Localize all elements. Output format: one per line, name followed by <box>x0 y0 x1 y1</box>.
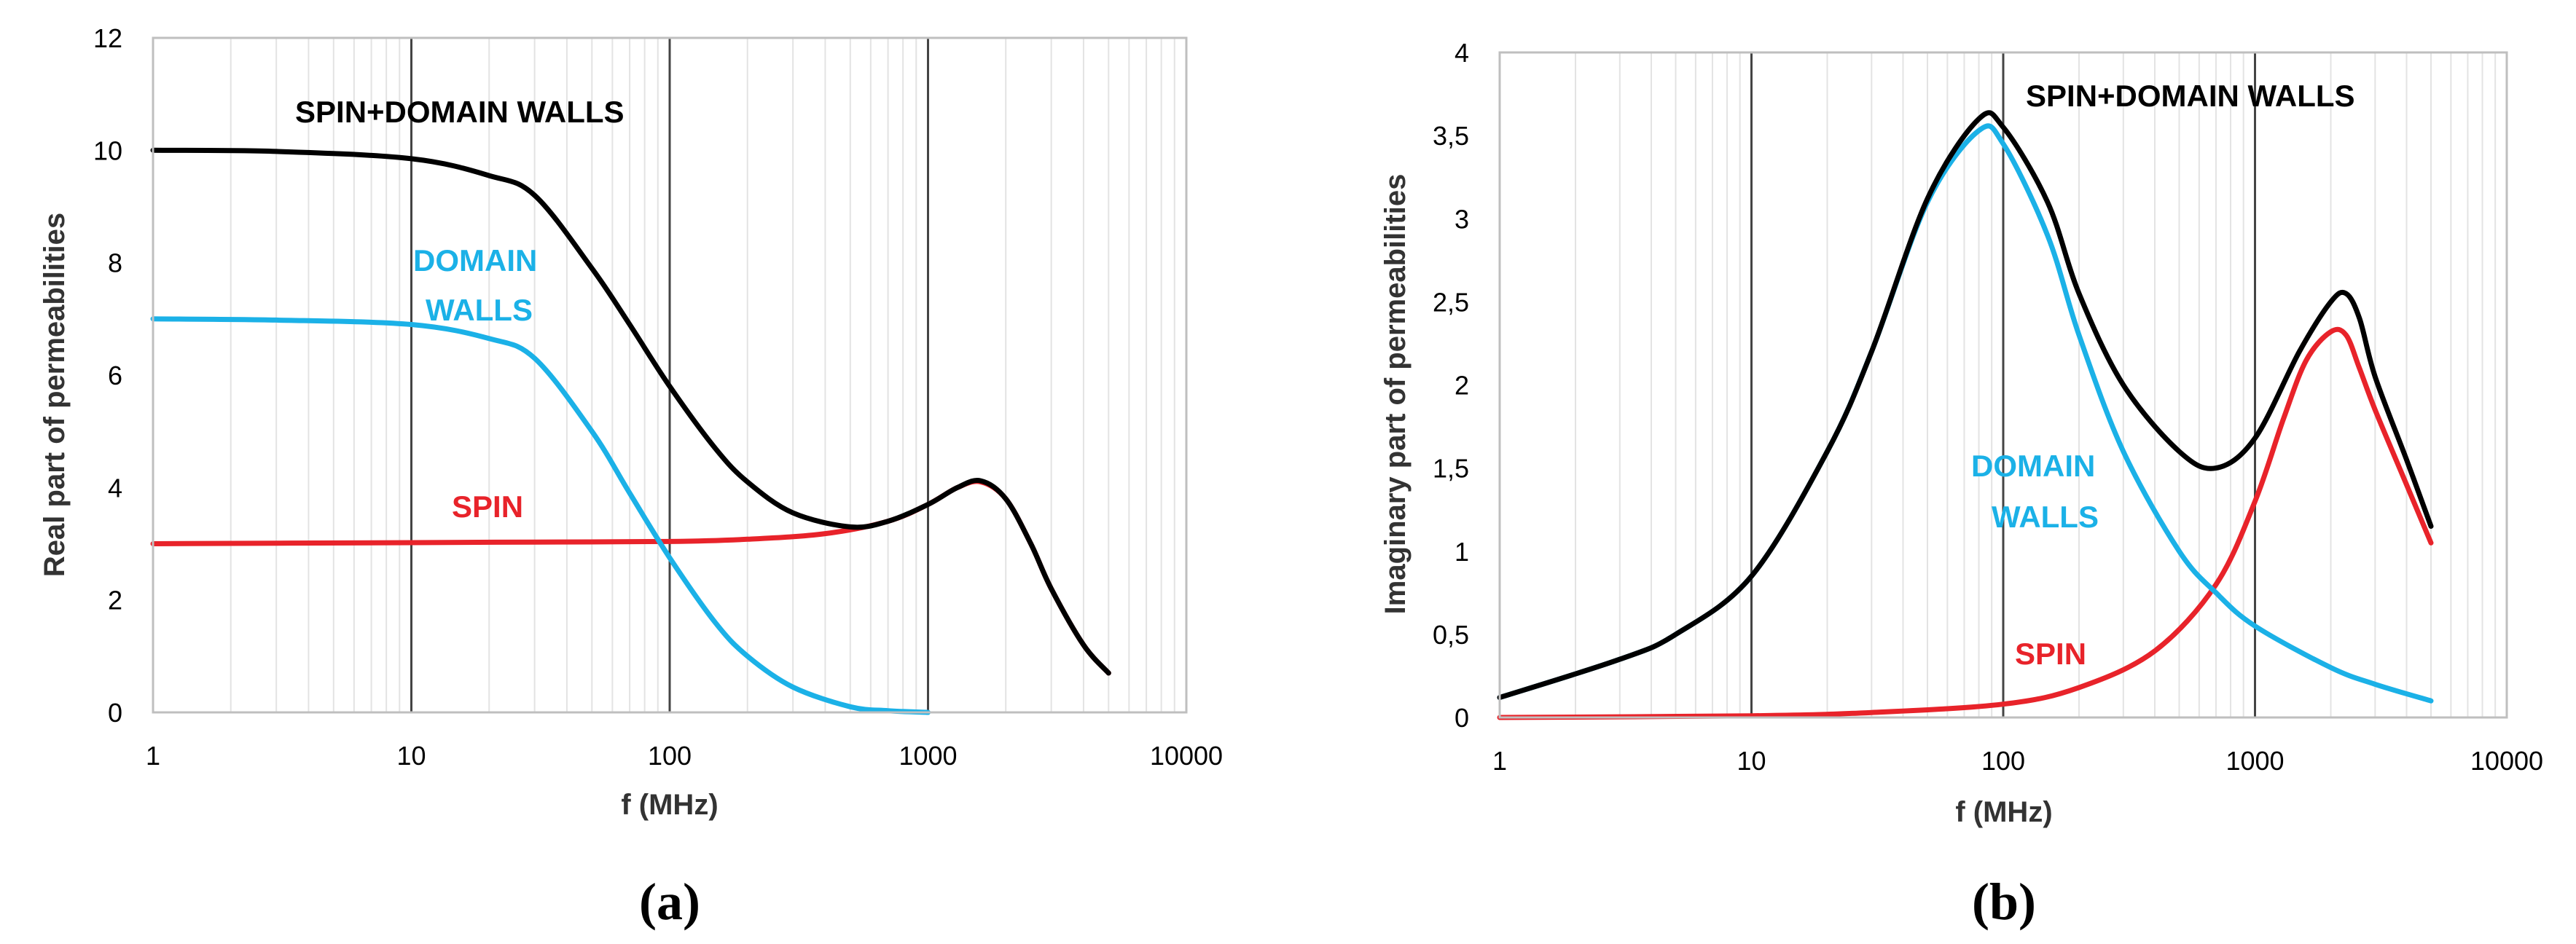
y-tick-label: 4 <box>108 473 122 503</box>
annotation-spin-a: SPIN <box>452 489 523 524</box>
y-tick-label: 2 <box>108 586 122 615</box>
annotation-spin-b: SPIN <box>2015 637 2086 671</box>
chart-panel-b: 1 10 100 1000 10000 0 0,5 1 1,5 2 2,5 3 3,5 4 f (MHz… <box>1379 38 2543 931</box>
y-tick-label: 0 <box>108 698 122 728</box>
panel-label-b: (b) <box>1972 873 2036 931</box>
x-tick-label: 1000 <box>2225 746 2284 776</box>
series-line-spin <box>1497 326 2434 720</box>
y-tick-label: 8 <box>108 248 122 278</box>
y-tick-labels-a: 0 2 4 6 8 10 12 <box>93 23 122 728</box>
y-tick-label: 3,5 <box>1433 121 1469 151</box>
y-tick-label: 10 <box>93 135 122 165</box>
y-tick-label: 2 <box>1455 371 1469 401</box>
x-tick-label: 100 <box>648 741 692 771</box>
y-tick-label: 4 <box>1455 38 1469 68</box>
y-tick-label: 0,5 <box>1433 620 1469 650</box>
y-tick-label: 2,5 <box>1433 287 1469 317</box>
annotation-spin-domain-walls-a: SPIN+DOMAIN WALLS <box>295 95 625 129</box>
annotation-walls-b: WALLS <box>1992 500 2099 534</box>
plot-frame-a <box>152 36 1188 714</box>
x-tick-label: 1 <box>1492 746 1507 776</box>
y-tick-label: 12 <box>93 23 122 53</box>
series-line-spin-domain-walls <box>150 147 1111 676</box>
x-tick-label: 1000 <box>899 741 957 771</box>
series-lines-b <box>1497 110 2434 720</box>
x-tick-labels-b: 1 10 100 1000 10000 <box>1492 746 2543 776</box>
x-tick-labels-a: 1 10 100 1000 10000 <box>146 741 1223 771</box>
x-tick-label: 10000 <box>1150 741 1223 771</box>
panel-label-a: (a) <box>639 873 700 931</box>
y-tick-label: 6 <box>108 361 122 390</box>
y-tick-labels-b: 0 0,5 1 1,5 2 2,5 3 3,5 4 <box>1433 38 1469 733</box>
plot-frame-b <box>1498 51 2508 719</box>
y-tick-label: 1,5 <box>1433 454 1469 484</box>
y-axis-label-b: Imaginary part of permeabilities <box>1379 174 1412 615</box>
series-lines-a <box>150 147 1111 715</box>
grid-a <box>230 38 1175 712</box>
x-axis-label-a: f (MHz) <box>621 789 718 821</box>
annotation-spin-domain-walls-b: SPIN+DOMAIN WALLS <box>2026 79 2355 113</box>
y-tick-label: 3 <box>1455 204 1469 234</box>
x-tick-label: 100 <box>1981 746 2025 776</box>
annotation-walls-a: WALLS <box>426 293 533 327</box>
x-tick-label: 10 <box>1737 746 1766 776</box>
x-tick-label: 10000 <box>2470 746 2543 776</box>
x-tick-label: 10 <box>396 741 426 771</box>
series-line-domain-walls <box>150 316 931 715</box>
x-axis-label-b: f (MHz) <box>1955 796 2052 828</box>
y-tick-label: 1 <box>1455 537 1469 567</box>
x-tick-label: 1 <box>146 741 160 771</box>
y-tick-label: 0 <box>1455 703 1469 733</box>
chart-panel-a: 1 10 100 1000 10000 0 2 4 6 8 10 12 f (MHz) Real p… <box>39 23 1223 931</box>
annotation-domain-b: DOMAIN <box>1971 449 2095 483</box>
annotation-domain-a: DOMAIN <box>413 243 537 278</box>
y-axis-label-a: Real part of permeabilities <box>39 213 71 577</box>
series-line-spin-domain-walls <box>1497 110 2434 701</box>
